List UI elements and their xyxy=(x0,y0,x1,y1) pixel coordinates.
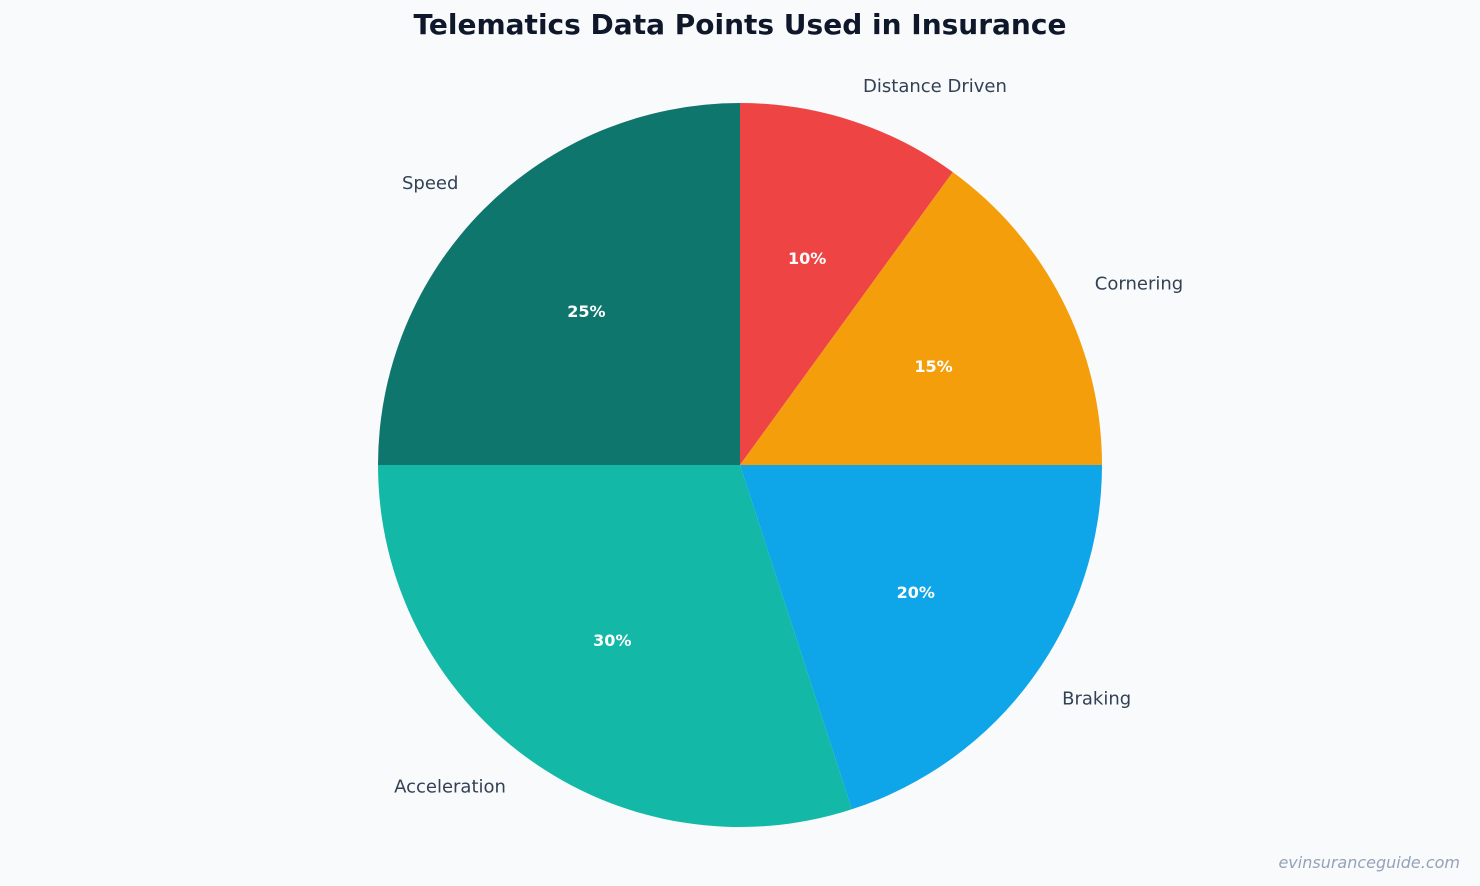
chart-title: Telematics Data Points Used in Insurance xyxy=(413,8,1067,41)
category-label-speed: Speed xyxy=(402,173,458,194)
percent-label-acceleration: 30% xyxy=(593,631,631,650)
percent-label-cornering: 15% xyxy=(914,357,952,376)
pie-slice-acceleration xyxy=(378,465,852,828)
category-label-cornering: Cornering xyxy=(1095,274,1183,295)
pie-slices xyxy=(378,103,1102,828)
pie-slice-cornering xyxy=(740,172,1102,465)
category-labels: Distance Driven Cornering Braking Accelerat… xyxy=(394,76,1183,798)
pie-slice-distance-driven xyxy=(740,103,953,465)
percent-labels: 10% 15% 20% 30% 25% xyxy=(567,249,952,650)
watermark: evinsuranceguide.com xyxy=(1278,853,1460,872)
percent-label-braking: 20% xyxy=(897,583,935,602)
category-label-braking: Braking xyxy=(1062,689,1131,710)
percent-label-distance-driven: 10% xyxy=(788,249,826,268)
category-label-acceleration: Acceleration xyxy=(394,777,506,798)
percent-label-speed: 25% xyxy=(567,302,605,321)
pie-slice-braking xyxy=(740,465,1102,810)
category-label-distance-driven: Distance Driven xyxy=(863,76,1007,97)
pie-slice-speed xyxy=(378,103,740,465)
